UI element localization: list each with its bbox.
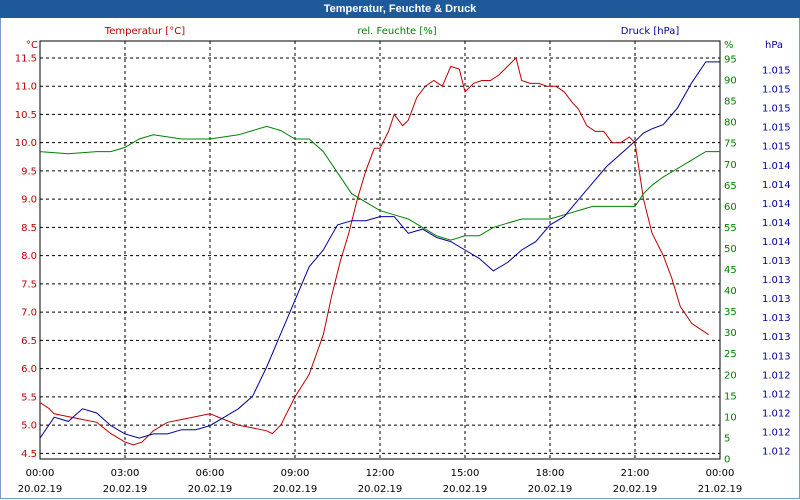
- temperature-tick-label: 10.5: [15, 110, 37, 121]
- pressure-tick-label: 1.014: [762, 199, 791, 210]
- humidity-tick-label: 90: [724, 76, 737, 87]
- pressure-tick-label: 1.015: [762, 142, 791, 153]
- humidity-tick-label: 60: [724, 202, 737, 213]
- humidity-tick-label: 10: [724, 412, 737, 423]
- humidity-tick-label: 55: [724, 223, 737, 234]
- temperature-tick-label: 9.5: [21, 166, 37, 177]
- pressure-tick-label: 1.013: [762, 275, 791, 286]
- humidity-tick-label: 80: [724, 118, 737, 129]
- pressure-tick-label: 1.014: [762, 237, 791, 248]
- pressure-line: [39, 61, 720, 439]
- pressure-tick-label: 1.014: [762, 161, 791, 172]
- pressure-tick-label: 1.015: [762, 66, 791, 77]
- series-group: [39, 56, 720, 446]
- x-tick-time: 06:00: [196, 468, 225, 479]
- legend-pressure: Druck [hPa]: [621, 26, 680, 37]
- humidity-tick-label: 50: [724, 244, 737, 255]
- humidity-tick-label: 20: [724, 370, 737, 381]
- humidity-tick-label: 75: [724, 139, 737, 150]
- pressure-tick-label: 1.013: [762, 351, 791, 362]
- x-tick-date: 20.02.19: [103, 484, 148, 495]
- x-tick-time: 15:00: [451, 468, 480, 479]
- pressure-tick-label: 1.014: [762, 218, 791, 229]
- temperature-tick-label: 4.5: [21, 449, 37, 460]
- x-tick-date: 20.02.19: [358, 484, 403, 495]
- unit-temperature: °C: [26, 40, 38, 51]
- unit-humidity: %: [724, 40, 734, 51]
- humidity-tick-label: 40: [724, 286, 737, 297]
- y-tick-labels: 4.5 5.0 5.5 6.0 6.5 7.0 7.5 8.0 8.5 9.0 9.5 10.0 10.…: [15, 53, 791, 465]
- x-tick-date: 20.02.19: [18, 484, 63, 495]
- x-tick-date: 20.02.19: [443, 484, 488, 495]
- pressure-tick-label: 1.012: [762, 447, 791, 458]
- temperature-tick-label: 8.0: [21, 251, 37, 262]
- humidity-tick-label: 70: [724, 160, 737, 171]
- temperature-tick-label: 8.5: [21, 223, 37, 234]
- x-tick-date: 20.02.19: [188, 484, 233, 495]
- x-tick-time: 00:00: [706, 468, 735, 479]
- x-tick-time: 00:00: [26, 468, 55, 479]
- x-tick-date: 20.02.19: [273, 484, 318, 495]
- pressure-tick-label: 1.012: [762, 427, 791, 438]
- humidity-line: [39, 125, 720, 241]
- pressure-tick-label: 1.012: [762, 408, 791, 419]
- temperature-tick-label: 5.0: [21, 421, 37, 432]
- legend-temperature: Temperatur [°C]: [104, 26, 185, 37]
- temperature-tick-label: 11.5: [15, 53, 37, 64]
- pressure-tick-label: 1.012: [762, 389, 791, 400]
- temperature-tick-label: 11.0: [15, 82, 37, 93]
- humidity-tick-label: 30: [724, 328, 737, 339]
- legend-humidity: rel. Feuchte [%]: [357, 26, 436, 37]
- pressure-tick-label: 1.013: [762, 256, 791, 267]
- x-tick-time: 12:00: [366, 468, 395, 479]
- x-tick-time: 18:00: [536, 468, 565, 479]
- humidity-tick-label: 95: [724, 55, 737, 66]
- pressure-tick-label: 1.015: [762, 104, 791, 115]
- pressure-tick-label: 1.013: [762, 294, 791, 305]
- grid: [39, 40, 721, 460]
- pressure-tick-label: 1.013: [762, 313, 791, 324]
- temperature-tick-label: 10.0: [15, 138, 37, 149]
- unit-pressure: hPa: [765, 40, 783, 51]
- temperature-tick-label: 5.5: [21, 392, 37, 403]
- temperature-tick-label: 7.0: [21, 308, 37, 319]
- x-tick-date: 20.02.19: [528, 484, 573, 495]
- humidity-tick-label: 85: [724, 97, 737, 108]
- temperature-tick-label: 6.0: [21, 364, 37, 375]
- pressure-tick-label: 1.014: [762, 180, 791, 191]
- window-title: Temperatur, Feuchte & Druck: [0, 0, 800, 18]
- humidity-tick-label: 35: [724, 307, 737, 318]
- x-tick-labels: 00:00 20.02.19 03:00 20.02.19 06:00 20.02.19 0…: [18, 468, 743, 495]
- temperature-tick-label: 9.0: [21, 195, 37, 206]
- x-tick-date: 20.02.19: [613, 484, 658, 495]
- x-tick-time: 09:00: [281, 468, 310, 479]
- pressure-tick-label: 1.012: [762, 370, 791, 381]
- humidity-tick-label: 0: [724, 455, 730, 466]
- temperature-tick-label: 6.5: [21, 336, 37, 347]
- x-tick-date: 21.02.19: [698, 484, 743, 495]
- x-tick-time: 03:00: [111, 468, 140, 479]
- temperature-line: [39, 56, 709, 446]
- humidity-tick-label: 45: [724, 265, 737, 276]
- humidity-tick-label: 15: [724, 391, 737, 402]
- x-tick-time: 21:00: [621, 468, 650, 479]
- humidity-tick-label: 5: [724, 433, 730, 444]
- temperature-tick-label: 7.5: [21, 279, 37, 290]
- humidity-tick-label: 65: [724, 181, 737, 192]
- humidity-tick-label: 25: [724, 349, 737, 360]
- pressure-tick-label: 1.015: [762, 123, 791, 134]
- pressure-tick-label: 1.015: [762, 85, 791, 96]
- pressure-tick-label: 1.013: [762, 332, 791, 343]
